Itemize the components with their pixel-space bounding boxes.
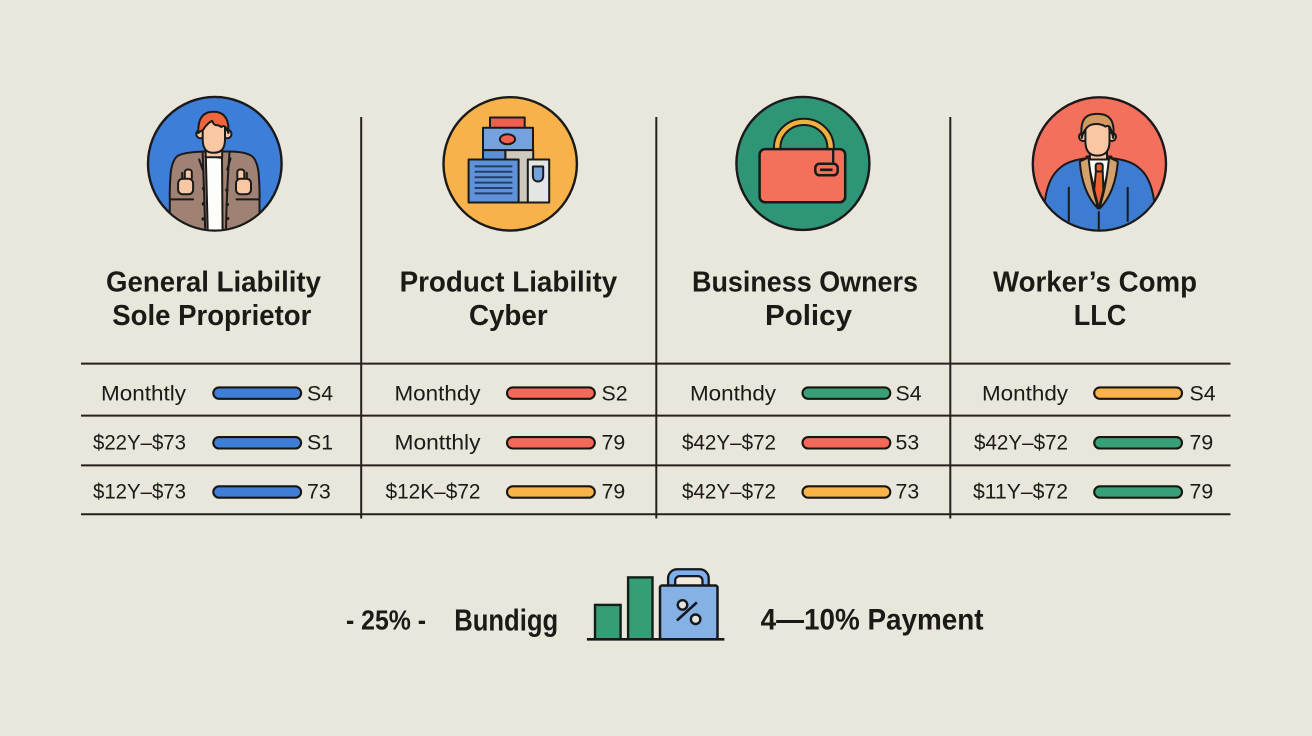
- svg-text:Montthly: Montthly: [395, 430, 481, 454]
- svg-text:4—10% Payment: 4—10% Payment: [761, 604, 984, 637]
- svg-text:$42Y–$72: $42Y–$72: [682, 430, 776, 454]
- svg-text:Monthdy: Monthdy: [690, 381, 776, 405]
- svg-text:S4: S4: [896, 381, 922, 405]
- svg-text:$22Y–$73: $22Y–$73: [93, 430, 186, 454]
- svg-text:79: 79: [602, 430, 626, 454]
- svg-text:Cyber: Cyber: [469, 300, 548, 332]
- svg-text:$42Y–$72: $42Y–$72: [682, 480, 776, 504]
- svg-text:Monthdy: Monthdy: [395, 381, 481, 405]
- svg-text:Sole Proprietor: Sole Proprietor: [112, 300, 311, 332]
- svg-text:$11Y–$72: $11Y–$72: [973, 480, 1068, 504]
- svg-text:Monthdy: Monthdy: [982, 381, 1068, 405]
- svg-text:S1: S1: [307, 430, 333, 454]
- svg-text:79: 79: [1190, 480, 1214, 504]
- svg-text:S4: S4: [307, 381, 333, 405]
- svg-text:S2: S2: [602, 381, 628, 405]
- svg-text:73: 73: [896, 480, 920, 504]
- svg-text:79: 79: [1190, 430, 1214, 454]
- svg-text:Policy: Policy: [765, 300, 852, 332]
- svg-text:Worker’s Comp: Worker’s Comp: [993, 267, 1197, 299]
- svg-text:- 25% -: - 25% -: [346, 604, 426, 635]
- svg-text:Bundigg: Bundigg: [454, 602, 558, 637]
- svg-text:S4: S4: [1190, 381, 1216, 405]
- svg-text:Monthtly: Monthtly: [101, 381, 186, 405]
- svg-text:Product Liability: Product Liability: [400, 267, 618, 299]
- svg-text:General Liability: General Liability: [106, 267, 321, 299]
- svg-text:LLC: LLC: [1074, 300, 1127, 332]
- svg-text:73: 73: [307, 480, 331, 504]
- svg-text:$12K–$72: $12K–$72: [386, 480, 481, 504]
- svg-text:Business Owners: Business Owners: [692, 267, 918, 299]
- svg-text:$42Y–$72: $42Y–$72: [974, 430, 1068, 454]
- svg-text:53: 53: [896, 430, 920, 454]
- svg-text:79: 79: [602, 480, 626, 504]
- svg-text:$12Y–$73: $12Y–$73: [93, 480, 186, 504]
